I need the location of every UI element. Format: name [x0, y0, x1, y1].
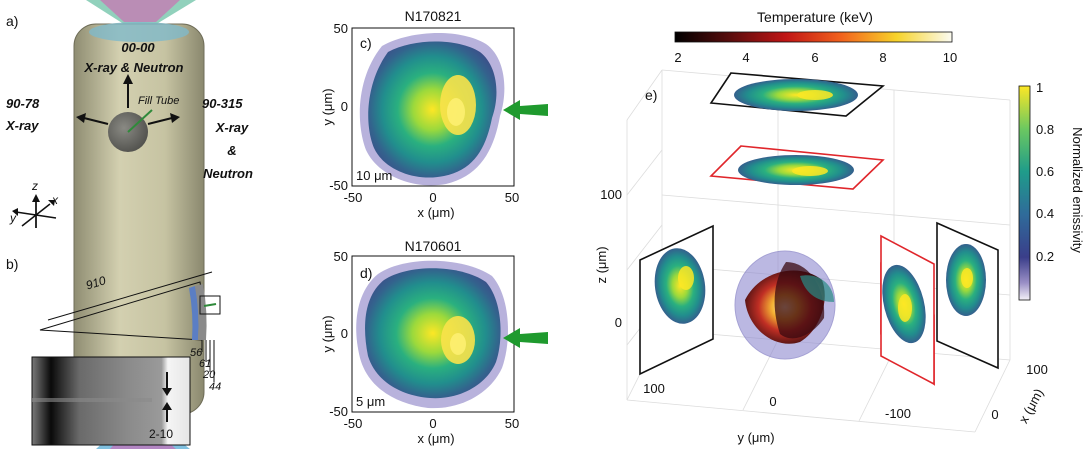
view-left-id: 90-78	[6, 96, 40, 111]
panel-d-xtick-2: 0	[429, 416, 436, 431]
y-tick-2: 0	[769, 394, 776, 409]
panel-b-label: b)	[6, 256, 18, 272]
panel-c: N170821 c) 10 μm 50 0 -50 -50 0 50 x (μm…	[320, 8, 548, 220]
emis-tick-3: 0.6	[1036, 164, 1054, 179]
panel-a-label: a)	[6, 13, 18, 29]
gap-label: 2-10	[149, 427, 173, 441]
temp-tick-1: 2	[674, 50, 681, 65]
zoom-box	[199, 295, 221, 315]
panel-d-xlabel: x (μm)	[417, 431, 454, 446]
view-right-id: 90-315	[202, 96, 243, 111]
temperature-colorbar-title: Temperature (keV)	[757, 9, 873, 25]
hohlraum	[73, 23, 205, 415]
panel-d-title: N170601	[405, 238, 462, 254]
ablator-layer	[189, 286, 199, 340]
panel-d-ytick-2: 0	[341, 326, 348, 341]
view-right-kind-1: X-ray	[215, 120, 249, 135]
panel-d: N170601 d) 5 μm 50 0 -50 -50 0 50 x (μm)…	[320, 238, 548, 446]
panel-d-xtick-1: -50	[344, 416, 363, 431]
projection-left	[654, 248, 706, 324]
layer-label-1: 56	[190, 347, 203, 359]
emis-tick-1: 1	[1036, 80, 1043, 95]
arrow-up-icon	[123, 74, 133, 84]
x-axis-label: x (μm)	[1016, 386, 1047, 426]
projection-top	[734, 79, 858, 111]
arrow-left-icon	[76, 113, 86, 123]
panel-d-scale: 5 μm	[356, 394, 385, 409]
panel-d-ytick-1: 50	[334, 249, 348, 264]
panel-d-xtick-3: 50	[505, 416, 519, 431]
temp-tick-4: 8	[879, 50, 886, 65]
temp-tick-3: 6	[811, 50, 818, 65]
layer-ticks	[201, 340, 215, 382]
view-right-kind-2: &	[227, 143, 236, 158]
x-tick-2: 0	[991, 407, 998, 422]
panel-c-ytick-1: 50	[334, 21, 348, 36]
panel-c-ytick-2: 0	[341, 99, 348, 114]
emission-image-c	[368, 41, 497, 178]
emis-tick-4: 0.4	[1036, 206, 1054, 221]
panel-c-ylabel: y (μm)	[320, 88, 335, 125]
layer-label-2: 61	[199, 358, 211, 370]
axis-x-label: x	[51, 193, 59, 207]
panel-c-label: c)	[360, 35, 372, 51]
green-arrow-d	[503, 328, 548, 348]
view-top-kind: X-ray & Neutron	[84, 60, 184, 75]
panel-c-ytick-3: -50	[329, 178, 348, 193]
arrow-right-icon	[170, 113, 180, 123]
layer-label-4: 44	[209, 381, 221, 393]
green-arrow-c	[503, 100, 548, 120]
panel-d-ylabel: y (μm)	[320, 315, 335, 352]
y-tick-3: -100	[885, 406, 911, 421]
view-top-id: 00-00	[121, 40, 155, 55]
z-axis-label: z (μm)	[594, 246, 609, 283]
panel-e: e) Temperature (keV) 2 4 6 8 10 1 0.8 0.…	[594, 9, 1085, 445]
axis-z-label: z	[31, 179, 38, 193]
temperature-slice-3	[800, 275, 834, 302]
projection-frame-top-red	[709, 145, 885, 190]
panel-e-label: e)	[645, 87, 657, 103]
temp-tick-5: 10	[943, 50, 957, 65]
axis-y-label: y	[9, 211, 17, 225]
radius-label: 910	[84, 273, 108, 292]
panel-c-xtick-2: 0	[429, 190, 436, 205]
emis-tick-5: 0.2	[1036, 249, 1054, 264]
panel-c-scale: 10 μm	[356, 168, 392, 183]
fill-tube	[127, 109, 153, 133]
view-left-kind: X-ray	[5, 118, 39, 133]
fill-tube-label: Fill Tube	[138, 95, 179, 107]
emis-tick-2: 0.8	[1036, 122, 1054, 137]
x-tick-1: 100	[1026, 362, 1048, 377]
y-axis-label: y (μm)	[737, 430, 774, 445]
panel-d-label: d)	[360, 265, 372, 281]
emission-image-d	[365, 268, 501, 399]
panel-c-xtick-3: 50	[505, 190, 519, 205]
emissivity-colorbar	[1018, 85, 1031, 301]
panel-c-title: N170821	[405, 8, 462, 24]
arrow-up-small-icon	[162, 402, 172, 410]
z-tick-1: 100	[600, 187, 622, 202]
emissivity-colorbar-label: Normalized emissivity	[1070, 127, 1085, 253]
z-tick-2: 0	[615, 315, 622, 330]
temperature-colorbar	[674, 31, 953, 43]
panel-c-xtick-1: -50	[344, 190, 363, 205]
coordinate-axes-icon	[12, 194, 57, 228]
panel-c-xlabel: x (μm)	[417, 205, 454, 220]
panel-b: b) 910 56 61 20 44 2-10	[6, 256, 221, 446]
view-right-kind-3: Neutron	[203, 166, 253, 181]
layer-label-3: 20	[202, 369, 216, 381]
temp-tick-2: 4	[742, 50, 749, 65]
arrow-down-icon	[162, 388, 172, 396]
panel-d-ytick-3: -50	[329, 404, 348, 419]
y-tick-1: 100	[643, 381, 665, 396]
